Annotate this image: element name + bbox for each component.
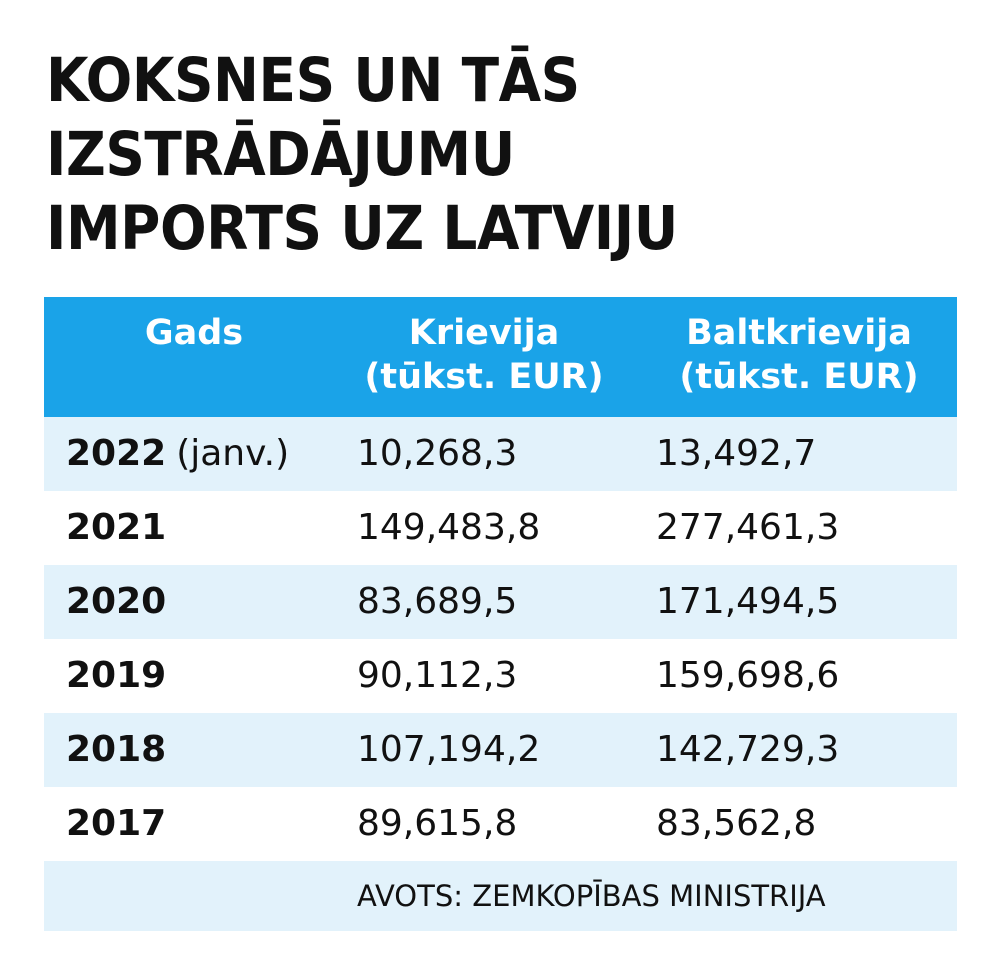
- table-row: 2018 107,194,2 142,729,3: [44, 713, 957, 787]
- data-table: Gads Krievija (tūkst. EUR) Baltkrievija …: [44, 297, 957, 931]
- year-value: 2017: [66, 803, 167, 844]
- table-row: 2022 (janv.) 10,268,3 13,492,7: [44, 417, 957, 491]
- baltkrievija-cell: 83,562,8: [656, 803, 817, 844]
- table-header: Gads Krievija (tūkst. EUR) Baltkrievija …: [44, 297, 957, 417]
- column-header-baltkrievija-line-1: Baltkrievija: [686, 313, 912, 353]
- table-row: 2021 149,483,8 277,461,3: [44, 491, 957, 565]
- baltkrievija-cell: 13,492,7: [656, 433, 817, 474]
- year-value: 2018: [66, 729, 167, 770]
- year-cell: 2022 (janv.): [66, 417, 289, 491]
- year-cell: 2018: [66, 713, 166, 787]
- table-row: 2017 89,615,8 83,562,8: [44, 787, 957, 861]
- column-header-gads: Gads: [84, 311, 304, 355]
- year-cell: 2017: [66, 787, 166, 861]
- column-header-baltkrievija: Baltkrievija (tūkst. EUR): [654, 311, 944, 399]
- year-value: 2020: [66, 581, 167, 622]
- krievija-cell: 10,268,3: [357, 433, 518, 474]
- source-row: AVOTS: ZEMKOPĪBAS MINISTRIJA: [44, 861, 957, 931]
- krievija-cell: 89,615,8: [357, 803, 518, 844]
- year-value: 2019: [66, 655, 167, 696]
- title-line-1: KOKSNES UN TĀS: [46, 45, 580, 116]
- title-line-3: IMPORTS UZ LATVIJU: [46, 193, 678, 264]
- table-row: 2019 90,112,3 159,698,6: [44, 639, 957, 713]
- baltkrievija-cell: 142,729,3: [656, 729, 840, 770]
- column-header-gads-line-1: Gads: [144, 313, 244, 353]
- year-cell: 2021: [66, 491, 166, 565]
- title-line-2: IZSTRĀDĀJUMU: [46, 119, 515, 190]
- krievija-cell: 107,194,2: [357, 729, 541, 770]
- year-value: 2021: [66, 507, 167, 548]
- krievija-cell: 149,483,8: [357, 507, 541, 548]
- column-header-krievija: Krievija (tūkst. EUR): [344, 311, 624, 399]
- baltkrievija-cell: 277,461,3: [656, 507, 840, 548]
- baltkrievija-cell: 159,698,6: [656, 655, 840, 696]
- krievija-cell: 83,689,5: [357, 581, 518, 622]
- krievija-cell: 90,112,3: [357, 655, 518, 696]
- column-header-baltkrievija-line-2: (tūkst. EUR): [679, 357, 919, 397]
- column-header-krievija-line-2: (tūkst. EUR): [364, 357, 604, 397]
- column-header-krievija-line-1: Krievija: [408, 313, 560, 353]
- table-row: 2020 83,689,5 171,494,5: [44, 565, 957, 639]
- chart-title: KOKSNES UN TĀS IZSTRĀDĀJUMU IMPORTS UZ L…: [46, 44, 874, 266]
- source-note: AVOTS: ZEMKOPĪBAS MINISTRIJA: [357, 879, 826, 913]
- baltkrievija-cell: 171,494,5: [656, 581, 840, 622]
- year-value: 2022: [66, 433, 167, 474]
- year-cell: 2019: [66, 639, 166, 713]
- year-cell: 2020: [66, 565, 166, 639]
- year-note: (janv.): [176, 433, 290, 474]
